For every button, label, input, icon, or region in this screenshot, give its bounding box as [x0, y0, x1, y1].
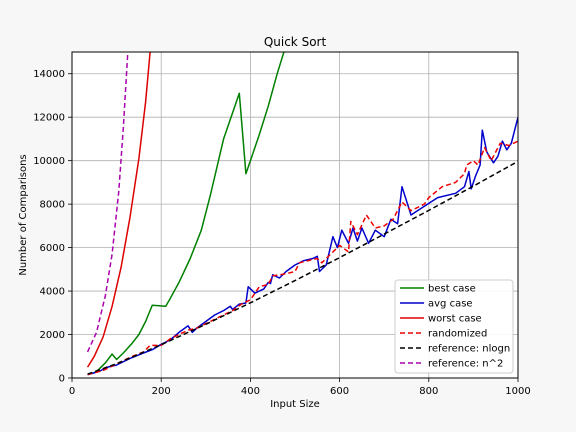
legend-label-reference-nlogn: reference: nlogn	[428, 344, 510, 355]
series-line-reference-n-2	[86, 52, 129, 353]
series-group	[86, 52, 518, 376]
y-tick-label: 10000	[33, 156, 65, 167]
legend-label-best-case: best case	[428, 284, 476, 295]
x-tick-label: 200	[152, 386, 171, 397]
x-tick-label: 600	[330, 386, 349, 397]
y-axis-label: Number of Comparisons	[18, 154, 29, 275]
y-tick-label: 4000	[40, 287, 65, 298]
y-tick-label: 12000	[33, 113, 65, 124]
legend-label-reference-n-2: reference: n^2	[428, 359, 503, 370]
legend: best case avg case worst case randomized ref…	[394, 279, 514, 374]
y-tick-label: 6000	[40, 243, 65, 254]
x-tick-label: 1000	[505, 386, 530, 397]
series-line-worst-case	[86, 52, 151, 368]
x-tick-label: 800	[419, 386, 438, 397]
legend-label-worst-case: worst case	[428, 314, 482, 325]
x-axis-ticks: 0 200 400 600 800 1000	[69, 378, 531, 397]
series-line-randomized	[87, 140, 518, 376]
x-axis-label: Input Size	[270, 399, 320, 410]
x-tick-label: 400	[241, 386, 260, 397]
y-tick-label: 8000	[40, 200, 65, 211]
legend-label-randomized: randomized	[428, 329, 487, 340]
y-tick-label: 0	[59, 374, 65, 385]
legend-box	[394, 279, 514, 374]
chart-title: Quick Sort	[264, 35, 327, 49]
legend-label-avg-case: avg case	[428, 299, 473, 310]
y-tick-label: 2000	[40, 330, 65, 341]
y-axis-ticks: 0 2000 4000 6000 8000 10000 12000 14000	[33, 69, 72, 385]
series-line-best-case	[87, 52, 285, 376]
series-line-reference-nlogn	[87, 160, 518, 375]
plot-frame	[71, 51, 519, 379]
x-tick-label: 0	[69, 386, 75, 397]
y-tick-label: 14000	[33, 69, 65, 80]
grid	[71, 52, 519, 379]
